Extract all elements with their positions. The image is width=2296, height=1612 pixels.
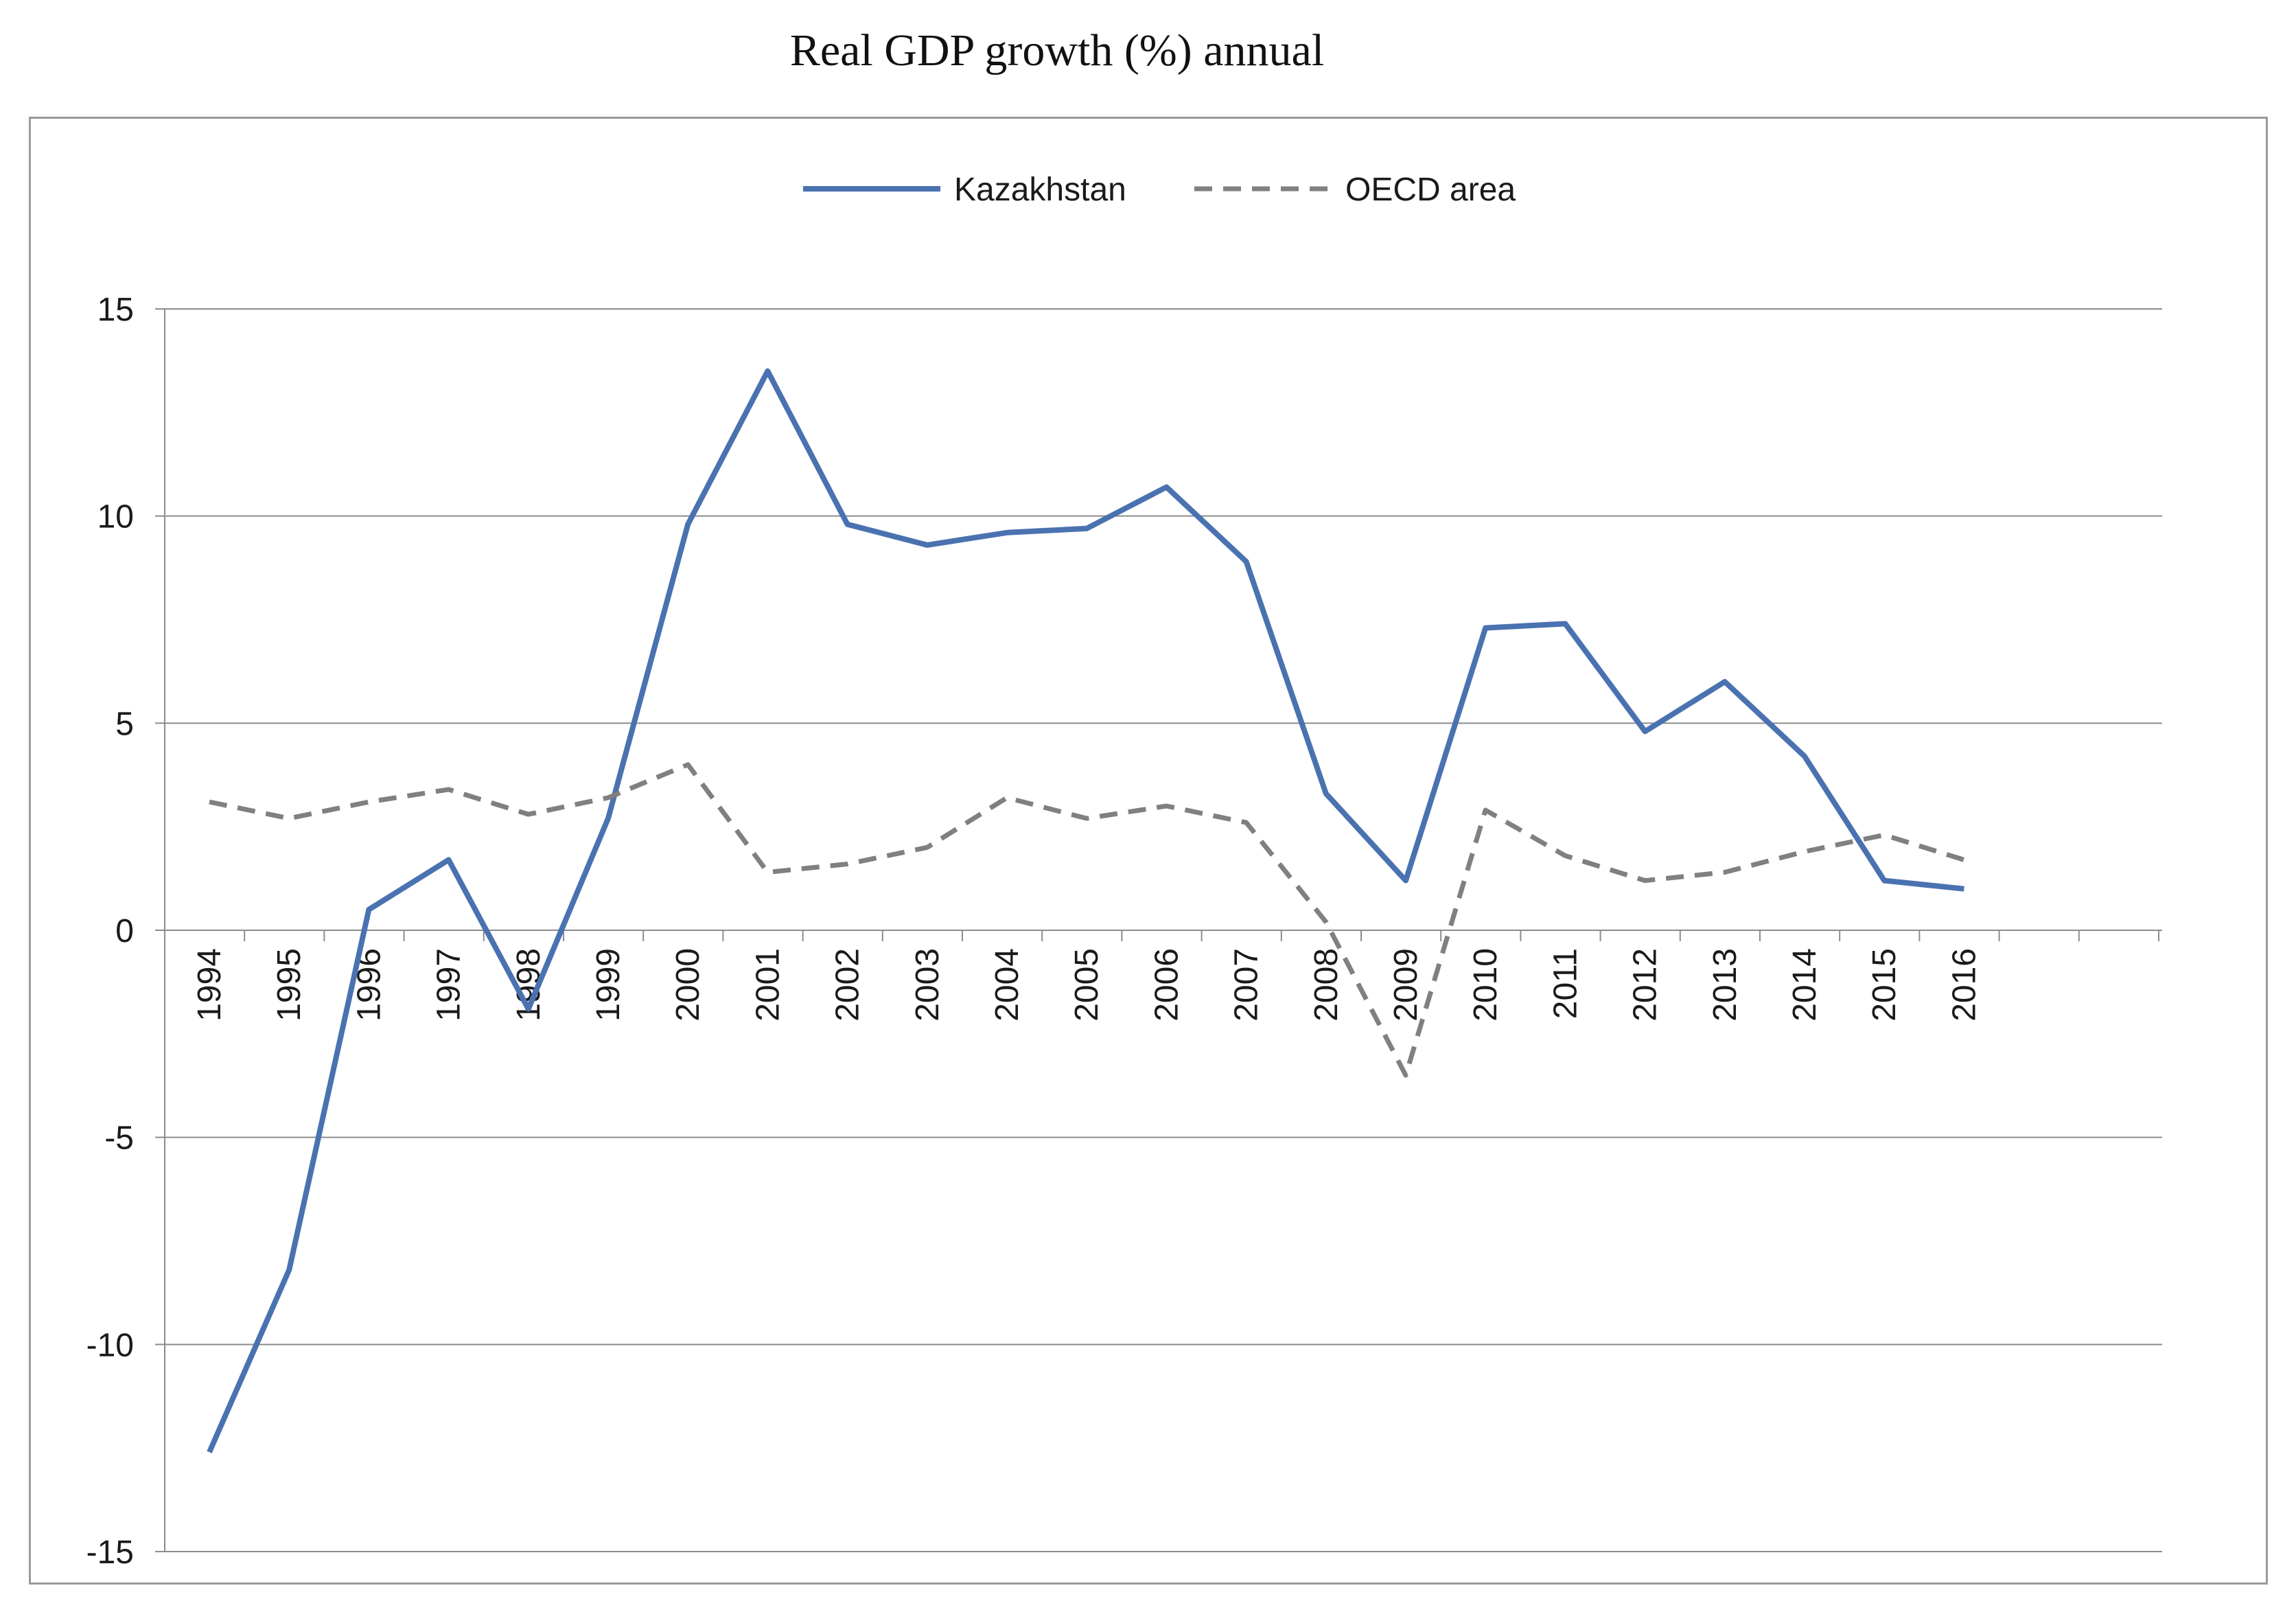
x-tick-label: 1995: [271, 948, 308, 1022]
y-tick-label: -5: [104, 1120, 134, 1157]
y-tick-label: 15: [97, 292, 134, 328]
y-tick-label: -15: [86, 1534, 134, 1571]
chart-frame: [29, 117, 2268, 1585]
series-line-kazakhstan: [207, 368, 1964, 1453]
x-tick-label: 2011: [1547, 948, 1584, 1019]
gridlines: [165, 308, 2162, 1552]
x-tick-label: 2016: [1946, 948, 1982, 1022]
x-tick-label: 2010: [1468, 948, 1504, 1022]
x-tick-label: 2008: [1308, 948, 1345, 1022]
x-tick-label: 2006: [1148, 948, 1185, 1022]
x-tick-label: 1997: [431, 948, 467, 1022]
x-tick-label: 2001: [750, 948, 786, 1022]
x-tick-label: 2014: [1787, 948, 1823, 1022]
series-line-oecd-area: [209, 762, 1965, 1078]
x-tick-label: 2009: [1388, 948, 1424, 1022]
y-tick-label: 10: [97, 499, 134, 536]
x-tick-label: 1999: [590, 948, 627, 1022]
x-tick-label: 2013: [1707, 948, 1743, 1022]
x-tick-label: 2003: [909, 948, 946, 1022]
legend-label: Kazakhstan: [954, 172, 1126, 208]
series-lines: [207, 368, 1965, 1453]
x-tick-label: 2007: [1229, 948, 1265, 1022]
y-tick-label: -10: [86, 1327, 134, 1363]
x-tick-label: 2000: [670, 948, 706, 1022]
y-tick-label: 5: [115, 706, 134, 742]
x-tick-label: 2012: [1627, 948, 1664, 1022]
legend-label: OECD area: [1345, 172, 1516, 208]
x-tick-label: 2004: [989, 948, 1025, 1022]
legend: Kazakhstan OECD area: [803, 172, 1516, 208]
x-tick-label: 2002: [830, 948, 866, 1022]
x-tick-label: 2005: [1069, 948, 1105, 1022]
y-tick-label: 0: [115, 913, 134, 949]
x-tick-label: 1994: [192, 948, 228, 1022]
chart-title: Real GDP growth (%) annual: [789, 25, 1325, 76]
x-tick-label: 2015: [1866, 948, 1903, 1022]
